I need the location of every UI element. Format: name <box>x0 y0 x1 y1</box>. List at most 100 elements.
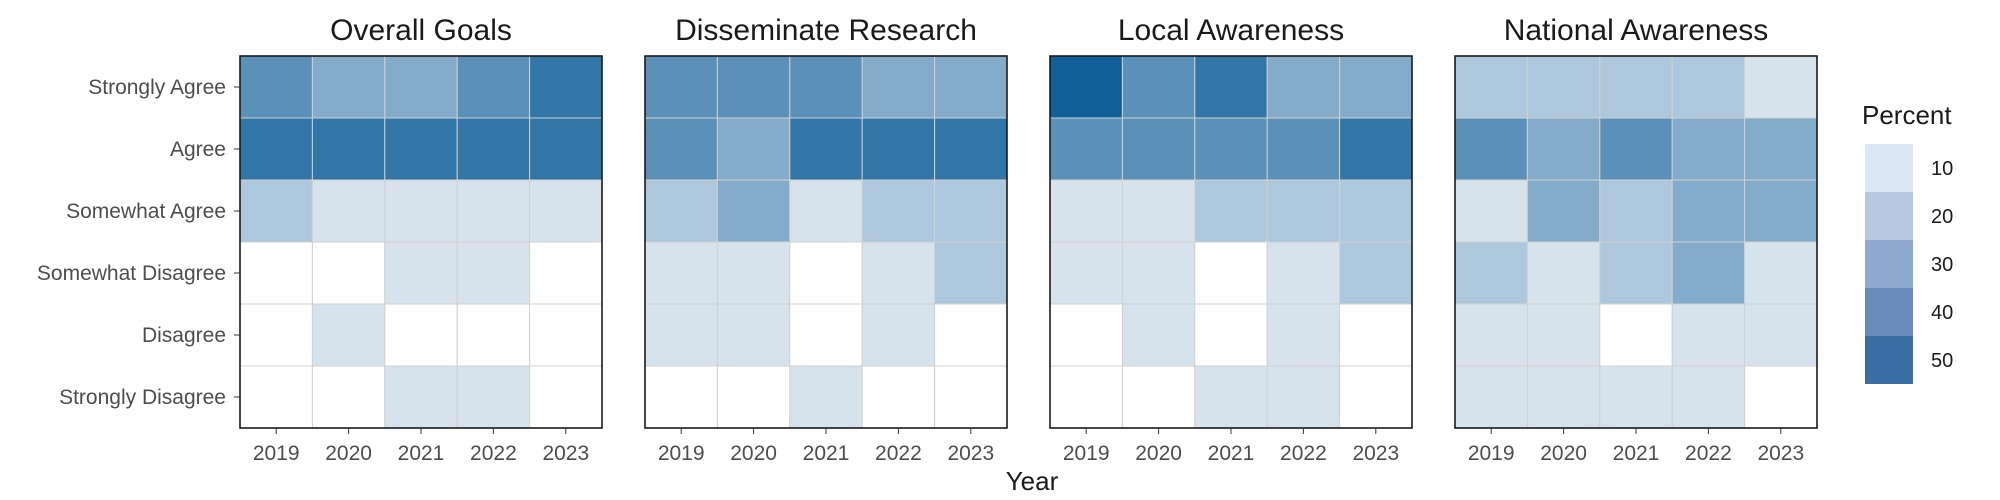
heatmap-cell <box>529 303 603 367</box>
heatmap-cell <box>456 303 531 367</box>
heatmap-cell <box>1599 55 1673 119</box>
legend-label: 30 <box>1931 254 1953 276</box>
heatmap-cell <box>456 179 531 243</box>
heatmap-cell <box>1266 179 1341 243</box>
heatmap-cell <box>1454 365 1528 429</box>
y-tick-label: Strongly Agree <box>88 76 226 99</box>
heatmap-cell <box>1121 179 1196 243</box>
heatmap-cell <box>789 117 863 181</box>
heatmap-cell <box>1599 241 1673 305</box>
heatmap-cell <box>239 303 313 367</box>
heatmap-cell <box>1526 55 1601 119</box>
heatmap-cell <box>644 55 718 119</box>
heatmap-cell <box>1194 55 1268 119</box>
heatmap-cell <box>1454 55 1528 119</box>
heatmap-cell <box>1599 303 1673 367</box>
facet-panel: Disseminate Research 2019 2020 2021 2022 2023 <box>644 14 1008 465</box>
x-tick-label: 2022 <box>470 442 517 465</box>
legend-label: 10 <box>1931 158 1953 180</box>
heatmap-cell <box>1121 55 1196 119</box>
x-tick-label: 2019 <box>1468 442 1515 465</box>
heatmap-cell <box>1266 303 1341 367</box>
heatmap-cell <box>311 117 386 181</box>
heatmap-cell <box>239 365 313 429</box>
heatmap-cell <box>239 241 313 305</box>
heatmap-cell <box>1526 365 1601 429</box>
heatmap-cell <box>529 241 603 305</box>
heatmap-cell <box>1194 365 1268 429</box>
heatmap-cell <box>1744 117 1818 181</box>
x-tick-label: 2020 <box>730 442 777 465</box>
heatmap-cell <box>1526 241 1601 305</box>
heatmap-cell <box>384 365 458 429</box>
heatmap-cell <box>1671 179 1746 243</box>
heatmap-cell <box>1744 179 1818 243</box>
heatmap-cell <box>644 303 718 367</box>
heatmap-cell <box>644 365 718 429</box>
heatmap-cell <box>1671 117 1746 181</box>
heatmap-cell <box>384 55 458 119</box>
heatmap-cell <box>1339 55 1413 119</box>
heatmap-cell <box>716 117 791 181</box>
x-tick-label: 2019 <box>253 442 300 465</box>
heatmap-cell <box>1121 117 1196 181</box>
heatmap-cell <box>1266 117 1341 181</box>
heatmap-cell <box>1121 303 1196 367</box>
heatmap-cell <box>1744 241 1818 305</box>
x-tick-label: 2023 <box>1352 442 1399 465</box>
heatmap-cell <box>789 241 863 305</box>
heatmap-cell <box>384 303 458 367</box>
heatmap-cell <box>861 55 936 119</box>
heatmap-cell <box>1671 241 1746 305</box>
y-tick-label: Strongly Disagree <box>59 386 226 409</box>
heatmap-cell <box>239 117 313 181</box>
heatmap-cell <box>716 179 791 243</box>
heatmap-cell <box>456 117 531 181</box>
heatmap-cell <box>1744 55 1818 119</box>
heatmap-cell <box>1339 117 1413 181</box>
heatmap-cell <box>384 241 458 305</box>
heatmap-cell <box>716 55 791 119</box>
heatmap-cell <box>861 179 936 243</box>
facet-panel: National Awareness 2019 2020 2021 2022 2023 <box>1454 14 1818 465</box>
heatmap-cell <box>311 179 386 243</box>
x-tick-label: 2023 <box>947 442 994 465</box>
legend: Percent 10 20 30 40 50 <box>1862 100 1953 384</box>
legend-label: 20 <box>1931 206 1953 228</box>
heatmap-cell <box>1339 241 1413 305</box>
legend-key <box>1865 240 1913 288</box>
heatmap-cell <box>1049 303 1123 367</box>
heatmap-cell <box>716 241 791 305</box>
heatmap-cell <box>456 241 531 305</box>
heatmap-cell <box>1454 117 1528 181</box>
heatmap-cell <box>1526 117 1601 181</box>
heatmap-cell <box>861 241 936 305</box>
heatmap-cell <box>789 303 863 367</box>
heatmap-cell <box>1121 241 1196 305</box>
heatmap-cell <box>1599 365 1673 429</box>
heatmap-cell <box>311 241 386 305</box>
heatmap-cell <box>934 117 1008 181</box>
x-tick-label: 2021 <box>1208 442 1255 465</box>
heatmap-cell <box>1339 303 1413 367</box>
heatmap-cell <box>1049 55 1123 119</box>
x-tick-label: 2021 <box>803 442 850 465</box>
heatmap-cell <box>239 55 313 119</box>
x-tick-label: 2022 <box>875 442 922 465</box>
x-tick-label: 2022 <box>1280 442 1327 465</box>
legend-key <box>1865 288 1913 336</box>
legend-key <box>1865 192 1913 240</box>
heatmap-cell <box>239 179 313 243</box>
heatmap-cell <box>1194 241 1268 305</box>
x-tick-label: 2022 <box>1685 442 1732 465</box>
heatmap-cell <box>1599 179 1673 243</box>
heatmap-cell <box>1671 55 1746 119</box>
heatmap-cell <box>1194 179 1268 243</box>
heatmap-cell <box>644 117 718 181</box>
heatmap-cell <box>311 55 386 119</box>
heatmap-cell <box>1121 365 1196 429</box>
heatmap-cell <box>861 365 936 429</box>
heatmap-cell <box>934 303 1008 367</box>
